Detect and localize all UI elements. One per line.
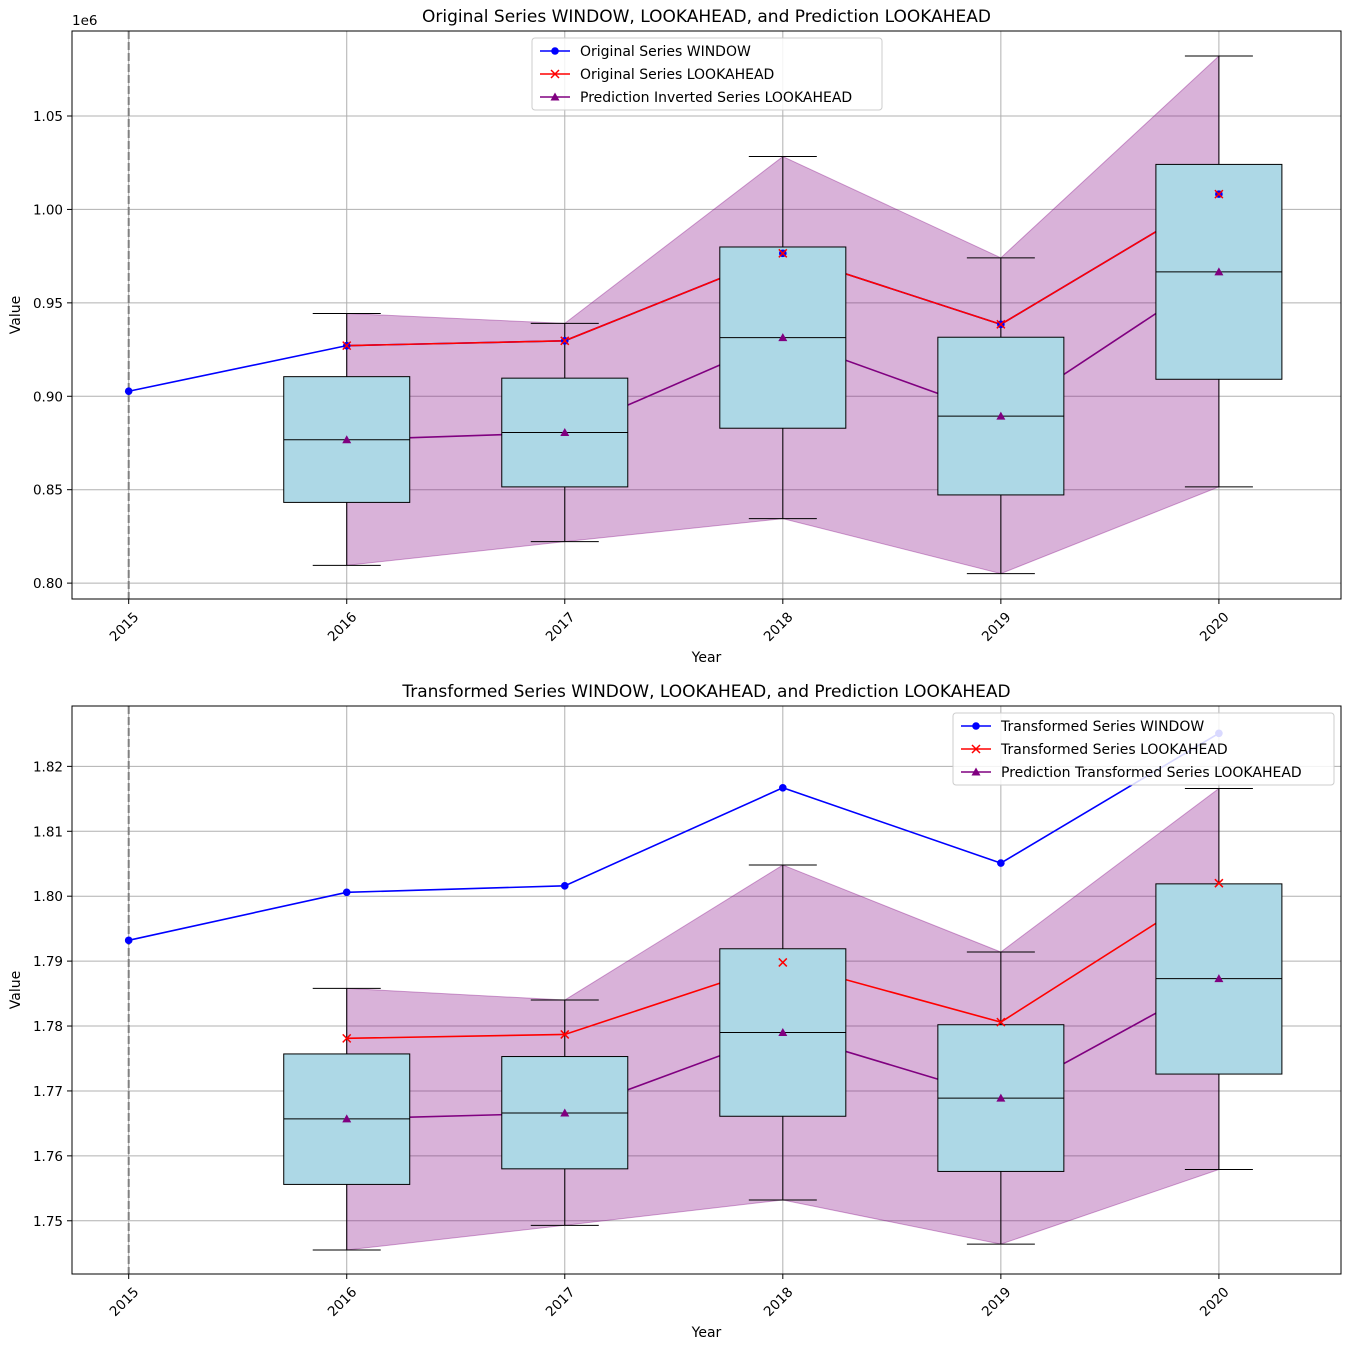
legend-marker-triangle xyxy=(550,92,560,101)
axes-frame xyxy=(71,705,1342,1275)
y-tick-label: 1.81 xyxy=(33,824,63,840)
window-point xyxy=(997,859,1005,867)
window-point xyxy=(124,936,133,945)
y-tick-label: 1.75 xyxy=(33,1214,63,1230)
legend-label: Transformed Series WINDOW xyxy=(1000,719,1204,735)
chart-title: Transformed Series WINDOW, LOOKAHEAD, an… xyxy=(401,682,1010,702)
y-axis-label: Value xyxy=(8,296,24,334)
y-tick-label: 1.79 xyxy=(33,954,63,970)
lookahead-point xyxy=(778,957,788,967)
legend: Original Series WINDOW Original Series LO… xyxy=(531,37,883,111)
prediction-point xyxy=(996,411,1006,420)
x-axis-label: Year xyxy=(691,1325,722,1341)
prediction-point xyxy=(560,428,570,437)
window-point xyxy=(124,387,133,396)
prediction-point xyxy=(1214,267,1224,276)
y-tick-label: 1.80 xyxy=(33,889,63,905)
y-tick-label: 0.95 xyxy=(33,296,63,312)
prediction-point xyxy=(778,1028,788,1037)
y-tick-label: 1.78 xyxy=(33,1019,63,1035)
lookahead-point xyxy=(996,1017,1006,1027)
y-axis-exponent: 1e6 xyxy=(72,13,97,29)
lookahead-point xyxy=(1214,878,1224,888)
legend-marker-x xyxy=(971,744,981,754)
lookahead-point xyxy=(342,1033,352,1043)
chart-title: Original Series WINDOW, LOOKAHEAD, and P… xyxy=(422,7,991,27)
legend-marker-circle xyxy=(972,722,980,730)
window-point xyxy=(342,888,351,897)
prediction-point xyxy=(342,1114,352,1123)
prediction-point xyxy=(560,1108,570,1117)
legend-marker-x xyxy=(550,69,560,79)
legend-box xyxy=(531,37,883,111)
y-tick-label: 1.05 xyxy=(33,109,63,125)
legend: Transformed Series WINDOW Transformed Ser… xyxy=(952,712,1335,786)
y-axis-label: Value xyxy=(8,971,24,1009)
y-tick-label: 0.90 xyxy=(33,389,63,405)
axes-frame xyxy=(71,30,1342,600)
y-tick-label: 0.85 xyxy=(33,483,63,499)
legend-label: Prediction Transformed Series LOOKAHEAD xyxy=(1001,765,1302,781)
lookahead-point xyxy=(778,248,788,258)
x-axis-label: Year xyxy=(691,650,722,666)
legend-label: Transformed Series LOOKAHEAD xyxy=(1000,742,1228,758)
window-point xyxy=(560,882,569,890)
y-tick-label: 0.80 xyxy=(33,576,63,592)
y-tick-label: 1.77 xyxy=(33,1084,63,1100)
lookahead-point xyxy=(560,1029,570,1040)
legend-label: Original Series LOOKAHEAD xyxy=(580,67,774,83)
legend-label: Prediction Inverted Series LOOKAHEAD xyxy=(580,90,852,106)
y-tick-label: 1.76 xyxy=(33,1149,63,1165)
series-line-window xyxy=(128,732,1220,942)
legend-label: Original Series WINDOW xyxy=(580,44,751,60)
prediction-point xyxy=(1214,974,1224,983)
legend-marker-triangle xyxy=(971,767,981,776)
box-2016 xyxy=(283,987,411,1251)
prediction-point xyxy=(996,1093,1006,1102)
y-tick-label: 1.82 xyxy=(33,759,63,775)
lookahead-point xyxy=(342,341,352,351)
y-tick-label: 1.00 xyxy=(33,202,63,218)
prediction-point xyxy=(342,435,352,444)
legend-marker-circle xyxy=(551,47,559,55)
lookahead-point xyxy=(560,336,570,346)
window-point xyxy=(779,783,787,792)
lookahead-point xyxy=(1214,189,1224,199)
lookahead-point xyxy=(996,319,1006,329)
prediction-point xyxy=(778,333,788,342)
legend-box xyxy=(952,712,1335,786)
